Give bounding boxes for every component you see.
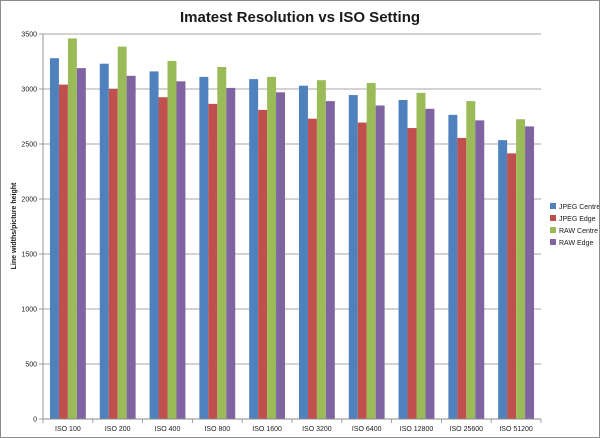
y-tick-label: 500 <box>25 362 37 369</box>
bar <box>67 38 77 420</box>
bar <box>348 95 358 420</box>
legend-swatch <box>550 203 556 209</box>
legend-swatch <box>550 215 556 221</box>
bar <box>199 76 209 420</box>
bar <box>307 118 317 419</box>
y-tick-label: 2500 <box>21 142 37 149</box>
y-tick-label: 2000 <box>21 197 37 204</box>
x-tick-labels: ISO 100 ISO 200 ISO 400 ISO 800 ISO 1600 ISO … <box>55 426 533 433</box>
bars <box>49 38 535 420</box>
bar <box>425 108 435 420</box>
bar <box>498 140 508 419</box>
legend: JPEG Centre JPEG Edge RAW Centre RAW Edge <box>550 203 599 247</box>
x-tick-label: ISO 1600 <box>252 426 282 433</box>
x-tick-label: ISO 6400 <box>352 426 382 433</box>
y-tick-label: 0 <box>33 417 37 424</box>
bar <box>167 60 177 419</box>
bar <box>267 76 277 420</box>
bar <box>158 97 168 419</box>
legend-swatch <box>550 239 556 245</box>
x-tick-label: ISO 200 <box>105 426 131 433</box>
bar <box>466 101 476 419</box>
bar <box>525 126 535 420</box>
x-tick-label: ISO 12800 <box>400 426 434 433</box>
bar <box>457 137 467 419</box>
bar <box>325 101 335 419</box>
bar <box>76 68 86 419</box>
bar <box>249 79 259 419</box>
chart-title: Imatest Resolution vs ISO Setting <box>180 9 420 26</box>
y-tick-labels: 0 500 1000 1500 2000 2500 3000 3500 <box>21 32 37 424</box>
x-tick-label: ISO 100 <box>55 426 81 433</box>
bar <box>366 82 376 419</box>
bar <box>375 105 385 419</box>
bar <box>149 71 159 420</box>
y-tick-label: 1500 <box>21 252 37 259</box>
bar <box>176 81 186 420</box>
legend-label: RAW Centre <box>559 228 598 235</box>
legend-label: RAW Edge <box>559 240 593 247</box>
bar <box>407 128 417 420</box>
bar <box>49 58 59 419</box>
x-tick-label: ISO 3200 <box>302 426 332 433</box>
bar <box>208 103 218 419</box>
bar <box>398 100 408 419</box>
y-axis-label: Line widths/picture height <box>11 182 18 269</box>
x-tick-label: ISO 51200 <box>499 426 533 433</box>
axes <box>42 34 542 423</box>
bar <box>298 85 308 419</box>
legend-swatch <box>550 227 556 233</box>
bar <box>217 67 227 419</box>
bar <box>108 89 118 419</box>
bar <box>226 87 236 420</box>
bar <box>448 114 458 419</box>
bar <box>507 153 517 419</box>
bar <box>516 119 526 419</box>
bar <box>316 80 326 419</box>
bar <box>276 92 286 420</box>
x-tick-label: ISO 25600 <box>450 426 484 433</box>
y-tick-label: 3500 <box>21 32 37 39</box>
y-tick-label: 3000 <box>21 87 37 94</box>
bar <box>357 122 367 420</box>
bar <box>475 120 485 419</box>
bar <box>416 92 426 419</box>
x-tick-label: ISO 400 <box>155 426 181 433</box>
bar <box>117 46 127 420</box>
bar <box>99 63 109 419</box>
x-tick-label: ISO 800 <box>204 426 230 433</box>
y-tick-label: 1000 <box>21 307 37 314</box>
legend-label: JPEG Edge <box>559 216 596 223</box>
bar <box>58 84 68 419</box>
bar <box>126 75 136 420</box>
bar <box>258 109 268 420</box>
legend-label: JPEG Centre <box>559 204 599 211</box>
